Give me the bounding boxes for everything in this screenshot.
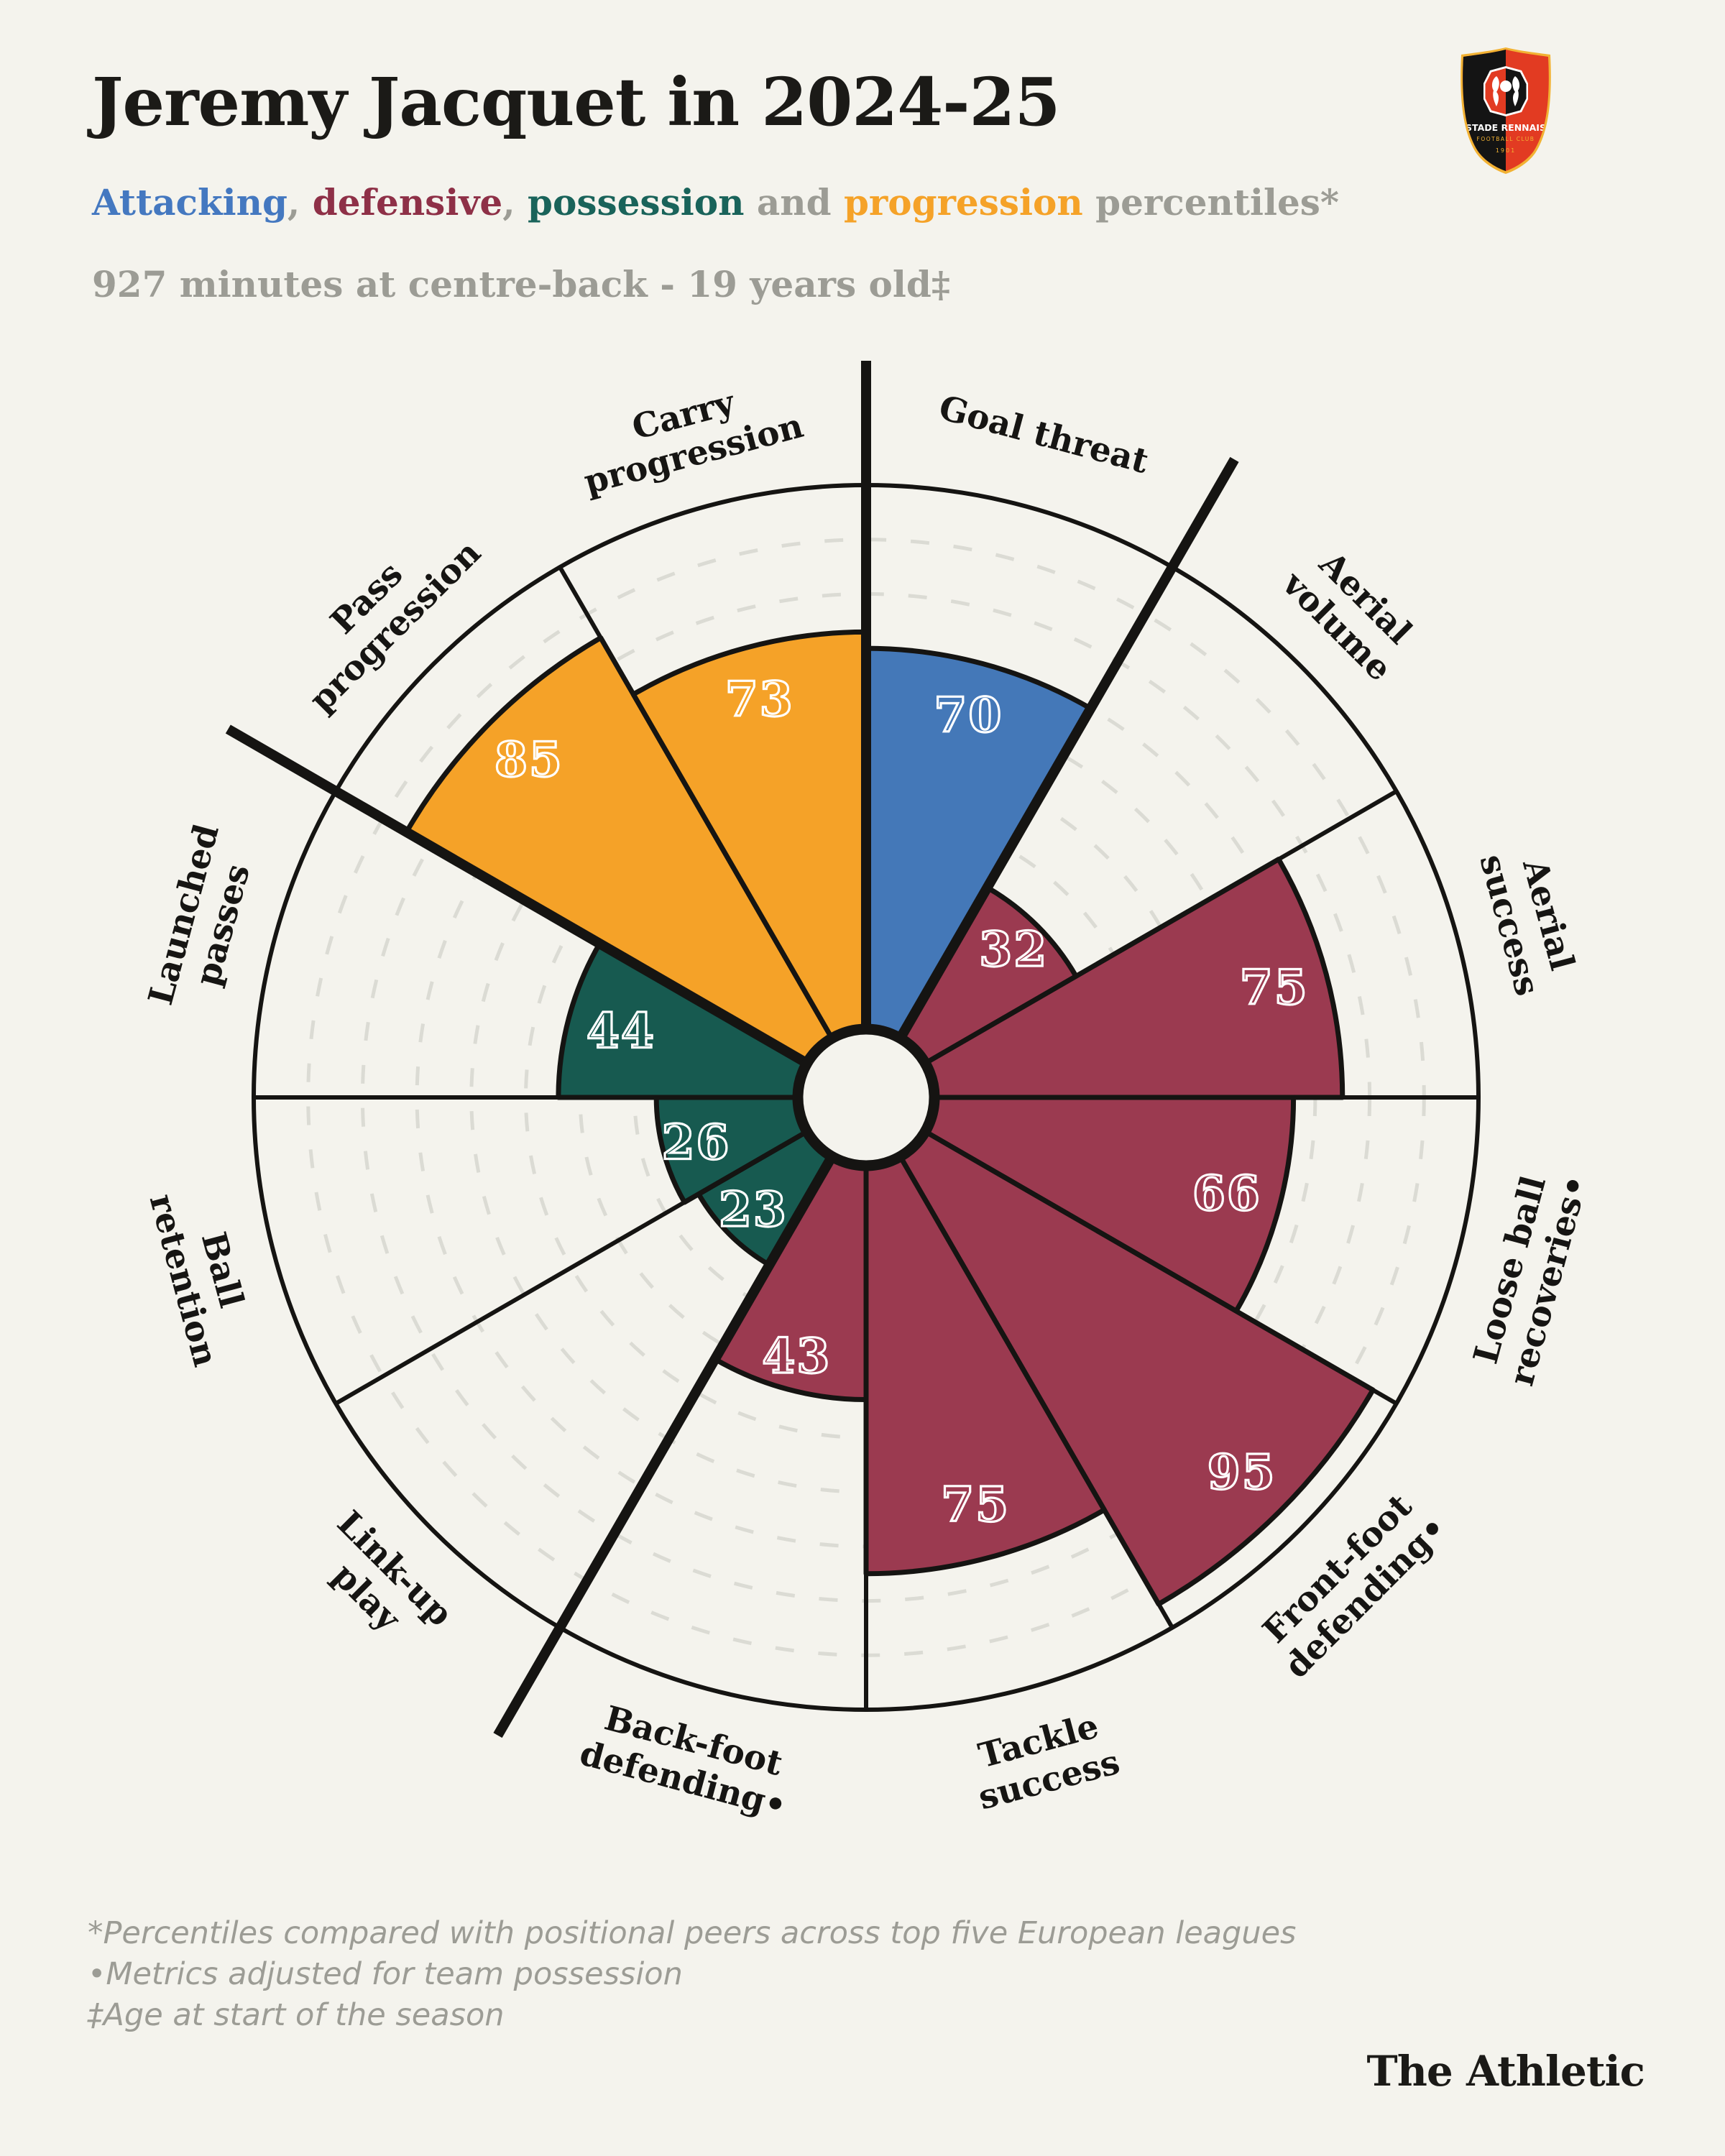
slice-divider <box>924 789 1398 1066</box>
slice-divider <box>558 566 834 1040</box>
value-label: 43 <box>762 1328 831 1384</box>
value-label: 26 <box>662 1114 731 1170</box>
minutes-age-line: 927 minutes at centre-back - 19 years ol… <box>92 263 950 305</box>
crest-ermine-right <box>1512 76 1520 106</box>
crest-club-sub: FOOTBALL CLUB <box>1477 136 1535 142</box>
value-label: 75 <box>941 1477 1010 1533</box>
footnote-line: •Metrics adjusted for team possession <box>88 1956 683 1992</box>
subtitle-part: possession <box>528 181 745 224</box>
value-label: 32 <box>979 921 1048 977</box>
value-label: 23 <box>719 1181 788 1238</box>
footnote-line: *Percentiles compared with positional pe… <box>88 1915 1297 1951</box>
crest-octagon <box>1484 66 1528 116</box>
club-crest-icon: STADE RENNAIS FOOTBALL CLUB 1901 <box>1460 47 1551 174</box>
slice-label-ball-retention: Ballretention <box>142 1179 264 1370</box>
value-label: 66 <box>1192 1165 1261 1221</box>
value-label: 75 <box>1240 959 1309 1015</box>
slice-label-aerial-volume: Aerialvolume <box>1274 535 1428 689</box>
slice-label-loose-ball-recoveries-: Loose ballrecoveries• <box>1463 1161 1596 1390</box>
centre-hole <box>792 1023 940 1171</box>
value-label: 85 <box>494 732 564 788</box>
value-label: 70 <box>934 687 1003 743</box>
slice-divider <box>924 1129 1398 1406</box>
subtitle-part: , <box>502 181 528 224</box>
slice-label-pass-progression: Passprogression <box>273 505 489 720</box>
subtitle-part: Attacking <box>92 181 288 224</box>
brand-wordmark: The Athletic <box>1366 2047 1645 2096</box>
footnote-line: ‡Age at start of the season <box>88 1997 505 2033</box>
value-label: 73 <box>725 671 794 727</box>
slice-label-aerial-success: Aerialsuccess <box>1471 840 1586 1000</box>
slice-divider <box>334 1129 809 1406</box>
page-title: Jeremy Jacquet in 2024-25 <box>92 63 1060 141</box>
value-label: 95 <box>1208 1445 1276 1501</box>
subtitle-part: and <box>744 181 844 224</box>
footnotes: *Percentiles compared with positional pe… <box>88 1913 1296 2036</box>
crest-club-name: STADE RENNAIS <box>1466 122 1546 133</box>
crest-ermine-left <box>1491 76 1499 106</box>
subtitle-part: progression <box>843 181 1083 224</box>
slice-label-launched-passes: Launchedpasses <box>141 820 266 1019</box>
group-divider <box>896 456 1239 1041</box>
group-divider <box>225 724 810 1068</box>
group-divider <box>493 1153 837 1738</box>
value-label: 44 <box>586 1003 656 1059</box>
chart-legend-subtitle: Attacking, defensive, possession and pro… <box>92 181 1339 224</box>
slice-label-tackle-success: Tacklesuccess <box>964 1703 1124 1818</box>
subtitle-part: defensive <box>312 181 503 224</box>
slice-label-link-up-play: Link-upplay <box>301 1503 461 1663</box>
crest-club-year: 1901 <box>1496 147 1516 154</box>
slice-label-carry-progression: Carryprogression <box>570 367 808 502</box>
subtitle-part: , <box>287 181 313 224</box>
subtitle-part: percentiles* <box>1082 181 1340 224</box>
slice-label-back-foot-defending-: Back-footdefending• <box>576 1695 801 1827</box>
slice-divider <box>898 1155 1174 1629</box>
slice-label-goal-threat: Goal threat <box>935 388 1153 482</box>
